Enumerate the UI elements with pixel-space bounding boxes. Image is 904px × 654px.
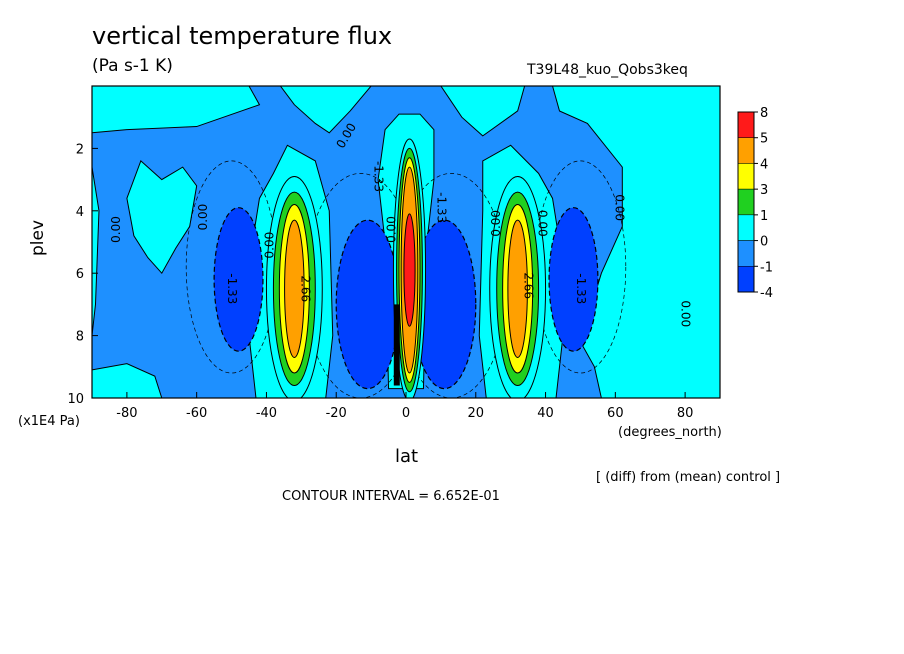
contour-label-12: -1.33 bbox=[372, 161, 386, 192]
y-tick-label-0: 2 bbox=[76, 142, 84, 157]
contour-interval: CONTOUR INTERVAL = 6.652E-01 bbox=[282, 489, 500, 504]
y-axis-units: (x1E4 Pa) bbox=[18, 414, 80, 429]
x-tick-label-1: -60 bbox=[186, 406, 207, 421]
positive-region-1 bbox=[92, 167, 100, 336]
positive-region-0 bbox=[92, 86, 261, 134]
contour-label-1: 0.00 bbox=[196, 204, 210, 231]
colorbar-swatch-0 bbox=[737, 111, 755, 138]
contour-label-0: 0.00 bbox=[109, 216, 123, 243]
positive-core-0-3 bbox=[284, 219, 305, 358]
x-tick-label-5: 20 bbox=[468, 406, 485, 421]
colorbar-label-6: -1 bbox=[760, 260, 773, 275]
colorbar-swatch-6 bbox=[737, 266, 755, 293]
colorbar-swatch-3 bbox=[737, 188, 755, 216]
y-tick-label-4: 10 bbox=[67, 392, 84, 407]
colorbar-swatch-2 bbox=[737, 163, 755, 190]
run-label: T39L48_kuo_Qobs3keq bbox=[527, 62, 688, 78]
x-tick-label-8: 80 bbox=[677, 406, 694, 421]
contour-label-8: 0.00 bbox=[679, 300, 693, 327]
colorbar-label-0: 8 bbox=[760, 106, 768, 121]
contour-label-9: -1.33 bbox=[225, 273, 239, 304]
x-tick-label-6: 40 bbox=[537, 406, 554, 421]
positive-region-5 bbox=[440, 86, 526, 137]
x-tick-label-7: 60 bbox=[607, 406, 624, 421]
chart-units: (Pa s-1 K) bbox=[92, 56, 173, 76]
colorbar-swatch-5 bbox=[737, 240, 755, 267]
colorbar-label-7: -4 bbox=[760, 286, 773, 301]
equatorial-streak bbox=[393, 304, 400, 386]
negative-core-1 bbox=[548, 207, 599, 352]
x-axis-units: (degrees_north) bbox=[618, 425, 722, 440]
x-tick-label-2: -40 bbox=[256, 406, 277, 421]
contour-label-7: 0.00 bbox=[612, 194, 626, 221]
colorbar-swatch-1 bbox=[737, 137, 755, 164]
y-tick-label-2: 6 bbox=[76, 267, 84, 282]
x-tick-label-3: -20 bbox=[326, 406, 347, 421]
contour-label-10: -1.33 bbox=[574, 273, 588, 304]
y-tick-label-3: 8 bbox=[76, 330, 84, 345]
colorbar-label-3: 3 bbox=[760, 183, 768, 198]
contour-label-14: 2.66 bbox=[522, 272, 536, 299]
colorbar-frame bbox=[737, 111, 755, 293]
contour-label-5: 0.00 bbox=[489, 210, 503, 237]
chart-title: vertical temperature flux bbox=[92, 22, 393, 50]
positive-region-3 bbox=[92, 363, 163, 398]
positive-core-2-4 bbox=[403, 213, 416, 327]
contour-label-4: 0.00 bbox=[385, 216, 399, 243]
negative-core-3 bbox=[412, 219, 477, 390]
positive-region-2 bbox=[126, 160, 198, 275]
contour-label-6: 0.00 bbox=[536, 210, 550, 237]
x-axis-label: lat bbox=[395, 446, 419, 467]
positive-region-4 bbox=[279, 86, 372, 134]
field bbox=[92, 86, 720, 398]
negative-core-0 bbox=[213, 207, 264, 352]
colorbar-label-2: 4 bbox=[760, 157, 768, 172]
colorbar-label-4: 1 bbox=[760, 209, 768, 224]
diff-note: [ (diff) from (mean) control ] bbox=[596, 470, 781, 485]
y-tick-label-1: 4 bbox=[76, 205, 84, 220]
colorbar-label-5: 0 bbox=[760, 235, 768, 250]
positive-core-1-3 bbox=[507, 219, 528, 358]
contour-label-13: 2.66 bbox=[298, 275, 312, 302]
colorbar-label-1: 5 bbox=[760, 132, 768, 147]
contour-label-11: -1.33 bbox=[434, 192, 448, 223]
x-tick-label-4: 0 bbox=[402, 406, 410, 421]
contour-label-2: 0.00 bbox=[262, 232, 276, 259]
colorbar-swatch-4 bbox=[737, 214, 755, 241]
negative-core-2 bbox=[335, 219, 400, 390]
x-tick-label-0: -80 bbox=[116, 406, 137, 421]
